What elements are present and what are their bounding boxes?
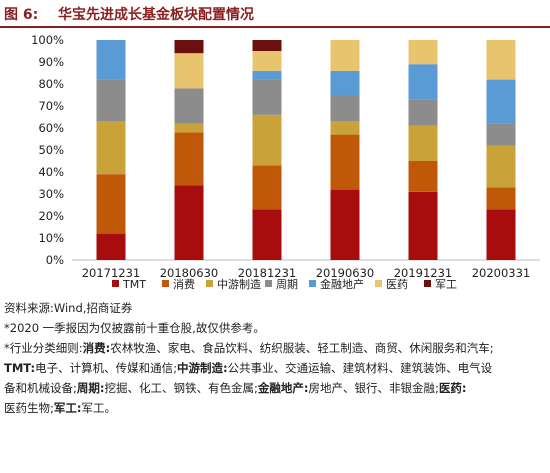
bar-segment xyxy=(408,64,438,100)
bar-segment xyxy=(330,95,360,122)
finance-text: 房地产、银行、非银金融; xyxy=(308,381,439,395)
bar-segment xyxy=(330,121,360,135)
bar-segment xyxy=(330,40,360,71)
y-tick-label: 40% xyxy=(38,165,64,179)
classification-line-3: 备和机械设备;周期:挖掘、化工、钢铁、有色金属;金融地产:房地产、银行、非银金融… xyxy=(4,378,549,398)
bar-segment xyxy=(486,123,516,146)
legend-label: 医药 xyxy=(386,278,408,291)
y-tick-label: 80% xyxy=(38,77,64,91)
bar-segment xyxy=(408,191,438,260)
bar-segment xyxy=(96,233,126,260)
y-tick-label: 0% xyxy=(46,253,64,267)
x-tick-label: 20190630 xyxy=(316,266,375,280)
footer-notes: 资料来源:Wind,招商证券 *2020 一季报因为仅披露前十重仓股,故仅供参考… xyxy=(4,298,549,418)
bar-segment xyxy=(174,53,204,89)
y-tick-label: 60% xyxy=(38,121,64,135)
source-note: 资料来源:Wind,招商证券 xyxy=(4,301,133,315)
bar-segment xyxy=(408,40,438,65)
classification-line-1: *行业分类细则:消费:农林牧渔、家电、食品饮料、纺织服装、轻工制造、商贸、休闲服… xyxy=(4,338,549,358)
finance-label: 金融地产: xyxy=(257,381,309,395)
bar-segment xyxy=(486,145,516,188)
bar-segment xyxy=(174,40,204,54)
legend-swatch xyxy=(309,280,316,287)
bar-segment xyxy=(96,79,126,122)
y-tick-label: 20% xyxy=(38,209,64,223)
legend-swatch xyxy=(112,280,119,287)
military-text: 军工。 xyxy=(81,401,116,415)
legend-label: 周期 xyxy=(276,278,298,291)
bar-segment xyxy=(330,70,360,95)
tmt-label: TMT: xyxy=(4,361,36,375)
bar-segment xyxy=(252,70,282,80)
pharma-text: 医药生物; xyxy=(4,401,54,415)
bar-segment xyxy=(174,185,204,260)
legend-swatch xyxy=(375,280,382,287)
consumer-text: 农林牧渔、家电、食品饮料、纺织服装、轻工制造、商贸、休闲服务和汽车; xyxy=(110,341,494,355)
legend-swatch xyxy=(424,280,431,287)
bar-segment xyxy=(330,134,360,190)
disclaimer-note: *2020 一季报因为仅披露前十重仓股,故仅供参考。 xyxy=(4,321,265,335)
bar-segment xyxy=(408,99,438,126)
manufacturing-text: 公共事业、交通运输、建筑材料、建筑装饰、电气设 xyxy=(227,361,493,375)
y-tick-label: 90% xyxy=(38,55,64,69)
classification-prefix: *行业分类细则: xyxy=(4,341,83,355)
x-tick-label: 20181231 xyxy=(238,266,297,280)
stacked-bar-chart: 0% 10% 20% 30% 40% 50% 60% 70% 80% 90% 100% 2017123… xyxy=(31,33,540,291)
bar-segment xyxy=(252,79,282,115)
bar-segment xyxy=(486,79,516,124)
tmt-text: 电子、计算机、传媒和通信; xyxy=(35,361,177,375)
legend-label: 金融地产 xyxy=(320,277,364,291)
bar-segment xyxy=(486,187,516,210)
bar-segment xyxy=(330,189,360,260)
bar-segment xyxy=(252,209,282,260)
bar-segment xyxy=(96,121,126,175)
bar-segment xyxy=(252,114,282,166)
x-tick-label: 20171231 xyxy=(82,266,141,280)
y-tick-label: 70% xyxy=(38,99,64,113)
bar-segment xyxy=(486,209,516,260)
cyclical-label: 周期: xyxy=(76,381,105,395)
consumer-label: 消费: xyxy=(82,341,111,355)
legend-swatch xyxy=(162,280,169,287)
manufacturing-label: 中游制造: xyxy=(176,361,228,375)
bar-segment xyxy=(96,174,126,234)
y-tick-label: 30% xyxy=(38,187,64,201)
legend-swatch xyxy=(265,280,272,287)
legend-label: 中游制造 xyxy=(217,277,261,291)
x-tick-label: 20180630 xyxy=(160,266,219,280)
x-tick-label: 20191231 xyxy=(394,266,453,280)
military-label: 军工: xyxy=(53,401,82,415)
manufacturing-text-cont: 备和机械设备; xyxy=(4,381,77,395)
figure-label: 图 6: xyxy=(4,7,39,23)
legend-label: 消费 xyxy=(173,277,195,291)
y-tick-label: 50% xyxy=(38,143,64,157)
y-tick-label: 10% xyxy=(38,231,64,245)
bar-segment xyxy=(252,165,282,210)
legend-swatch xyxy=(206,280,213,287)
bar-segment xyxy=(96,40,126,80)
x-tick-label: 20200331 xyxy=(472,266,531,280)
legend-label: 军工 xyxy=(435,278,457,291)
bar-segment xyxy=(408,125,438,161)
legend-label: TMT xyxy=(122,278,146,291)
bar-segment xyxy=(252,40,282,51)
bar-segment xyxy=(408,161,438,192)
cyclical-text: 挖掘、化工、钢铁、有色金属; xyxy=(104,381,258,395)
pharma-label: 医药: xyxy=(438,381,467,395)
figure-header: 图 6: 华宝先进成长基金板块配置情况 xyxy=(0,0,550,28)
classification-line-2: TMT:电子、计算机、传媒和通信;中游制造:公共事业、交通运输、建筑材料、建筑装… xyxy=(4,358,549,378)
figure-title: 华宝先进成长基金板块配置情况 xyxy=(58,7,254,23)
bar-segment xyxy=(174,88,204,124)
bar-segment xyxy=(252,51,282,71)
y-tick-label: 100% xyxy=(31,33,64,47)
bar-segment xyxy=(486,40,516,80)
classification-line-4: 医药生物;军工:军工。 xyxy=(4,398,549,418)
bar-segment xyxy=(174,132,204,186)
bar-segment xyxy=(174,123,204,133)
